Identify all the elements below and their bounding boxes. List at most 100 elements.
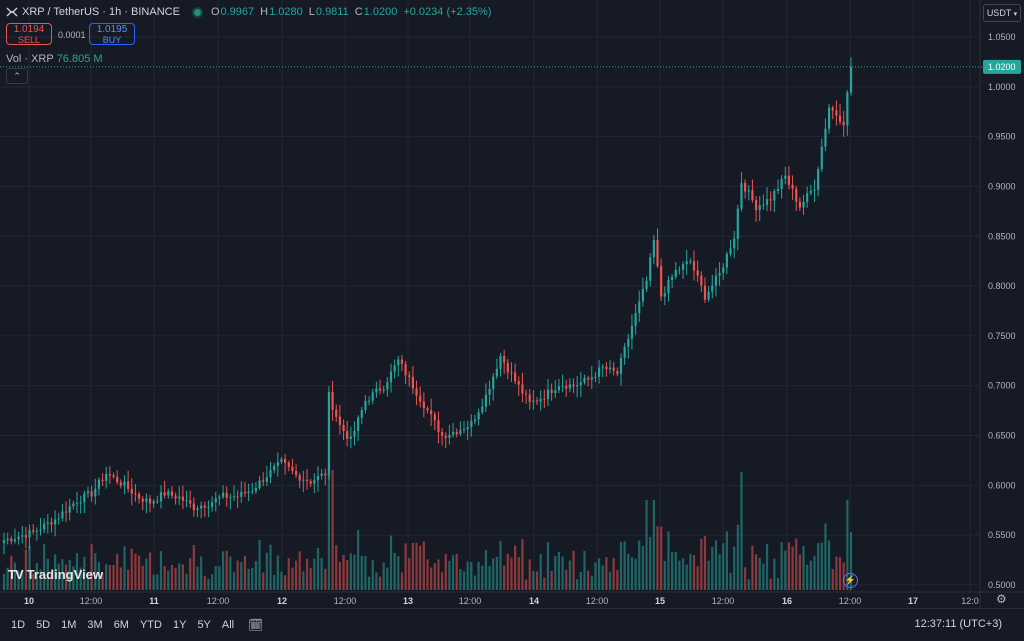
candle-body — [561, 385, 564, 387]
volume-bar — [83, 556, 86, 590]
volume-bar — [594, 562, 597, 590]
range-1d[interactable]: 1D — [11, 619, 26, 631]
candle-body — [386, 382, 389, 390]
volume-bar — [744, 567, 747, 590]
volume-bar — [353, 554, 356, 590]
gear-icon[interactable]: ⚙ — [996, 592, 1007, 606]
candle-body — [54, 519, 57, 525]
volume-bar — [747, 579, 750, 590]
candle-body — [543, 398, 546, 400]
volume-bar — [64, 564, 68, 590]
candle-body — [101, 479, 104, 481]
volume-bar — [470, 561, 473, 590]
volume-bar — [178, 563, 181, 590]
range-all[interactable]: All — [221, 619, 235, 631]
candle-body — [568, 384, 571, 389]
candle-body — [484, 394, 488, 407]
range-3m[interactable]: 3M — [87, 619, 103, 631]
candle-body — [43, 523, 46, 530]
volume-bar — [134, 553, 137, 590]
candle-body — [689, 261, 692, 263]
volume-bar — [262, 572, 265, 590]
y-tick-label: 1.0000 — [988, 82, 1016, 92]
volume-bar — [495, 556, 498, 590]
candle-body — [148, 498, 152, 504]
volume-bar — [649, 536, 652, 590]
close-value: 1.0200 — [363, 6, 398, 18]
candle-body — [835, 110, 838, 116]
volume-bar — [35, 563, 38, 590]
candle-body — [284, 459, 287, 463]
candle-body — [700, 275, 703, 286]
lightning-icon[interactable]: ⚡ — [843, 573, 858, 588]
candle-body — [477, 412, 480, 420]
candle-body — [367, 400, 371, 402]
volume-bar — [722, 543, 725, 590]
candle-body — [94, 488, 97, 497]
volume-bar — [671, 552, 674, 590]
price-chart[interactable]: 1.0500 1.0000 0.9500 0.9000 0.8500 0.8000 0.75… — [0, 0, 1024, 608]
volume-bar — [488, 565, 491, 590]
volume-bar — [827, 540, 831, 590]
volume-bar — [849, 532, 853, 590]
candle-body — [674, 269, 677, 277]
candle-body — [389, 371, 393, 383]
volume-bar — [411, 543, 414, 590]
volume-bar — [590, 575, 593, 590]
calendar-icon[interactable]: 🗓 — [248, 618, 264, 632]
candle-body — [521, 384, 524, 394]
volume-bar — [459, 569, 462, 590]
range-5d[interactable]: 5D — [36, 619, 51, 631]
clock[interactable]: 12:37:11 (UTC+3) — [914, 618, 1002, 630]
volume-bar — [196, 566, 199, 590]
candle-body — [433, 414, 436, 421]
candle-body — [294, 471, 298, 475]
candle-body — [802, 202, 805, 208]
volume-bar — [619, 541, 623, 590]
volume-bar — [152, 574, 155, 590]
currency-selector[interactable]: USDT ▾ — [983, 4, 1021, 22]
candle-body — [72, 503, 75, 507]
volume-bar — [776, 578, 780, 590]
candle-body — [627, 338, 630, 347]
candle-body — [506, 362, 509, 373]
volume-bar — [787, 542, 791, 590]
sell-button[interactable]: 1.0194 SELL — [6, 23, 52, 45]
volume-bar — [623, 541, 626, 590]
candle-body — [346, 431, 349, 439]
volume-bar — [397, 556, 400, 590]
candle-body — [397, 359, 400, 366]
candle-body — [714, 275, 718, 286]
candle-body — [309, 481, 312, 484]
candle-body — [733, 238, 736, 249]
candle-body — [470, 421, 473, 427]
x-tick-label: 12:00 — [334, 596, 357, 606]
volume-bar — [254, 560, 258, 590]
collapse-legend-button[interactable]: ⌃ — [6, 68, 28, 84]
time-axis[interactable]: 10 12:00 11 12:00 12 12:00 13 12:00 14 12:00 15 12:… — [24, 596, 979, 606]
range-ytd[interactable]: YTD — [139, 619, 162, 631]
candle-body — [671, 276, 674, 280]
range-1m[interactable]: 1M — [61, 619, 77, 631]
range-1y[interactable]: 1Y — [172, 619, 187, 631]
candle-body — [145, 498, 148, 502]
volume-bar — [576, 579, 579, 590]
volume-bar — [287, 558, 290, 590]
symbol-title[interactable]: XRP / TetherUS · 1h · BINANCE — [22, 6, 180, 18]
candle-body — [751, 190, 754, 201]
price-axis[interactable]: 1.0500 1.0000 0.9500 0.9000 0.8500 0.8000 0.75… — [988, 32, 1016, 590]
candle-body — [269, 470, 272, 478]
volume-bar — [305, 558, 309, 590]
candle-body — [809, 190, 812, 194]
candle-body — [130, 488, 133, 494]
candle-body — [218, 496, 221, 499]
range-6m[interactable]: 6M — [113, 619, 129, 631]
buy-button[interactable]: 1.0195 BUY — [89, 23, 135, 45]
volume-bar — [817, 542, 820, 590]
volume-bar — [765, 543, 769, 590]
candle-body — [455, 431, 458, 435]
volume-bar — [419, 545, 422, 590]
range-5y[interactable]: 5Y — [197, 619, 211, 631]
volume-bar — [357, 530, 360, 590]
volume-bar — [754, 554, 758, 590]
